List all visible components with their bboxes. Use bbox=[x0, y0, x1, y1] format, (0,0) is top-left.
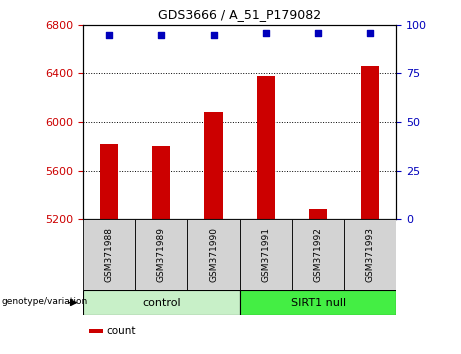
Bar bbox=[292, 219, 344, 290]
Bar bbox=[240, 219, 292, 290]
Text: GSM371988: GSM371988 bbox=[105, 227, 113, 282]
Text: GSM371992: GSM371992 bbox=[313, 227, 323, 282]
Bar bbox=[257, 76, 275, 219]
Text: GSM371991: GSM371991 bbox=[261, 227, 270, 282]
Bar bbox=[83, 290, 240, 315]
Text: count: count bbox=[107, 326, 136, 336]
Text: genotype/variation: genotype/variation bbox=[2, 297, 88, 306]
Point bbox=[262, 30, 270, 35]
Bar bbox=[361, 66, 379, 219]
Bar bbox=[309, 209, 327, 219]
Bar bbox=[188, 219, 240, 290]
Bar bbox=[83, 219, 135, 290]
Bar bbox=[135, 219, 188, 290]
Text: SIRT1 null: SIRT1 null bbox=[290, 298, 346, 308]
Point bbox=[106, 32, 113, 37]
Text: GSM371993: GSM371993 bbox=[366, 227, 375, 282]
Title: GDS3666 / A_51_P179082: GDS3666 / A_51_P179082 bbox=[158, 8, 321, 21]
Point bbox=[366, 30, 374, 35]
Point bbox=[158, 32, 165, 37]
Bar bbox=[89, 329, 103, 333]
Bar bbox=[344, 219, 396, 290]
Text: GSM371990: GSM371990 bbox=[209, 227, 218, 282]
Text: control: control bbox=[142, 298, 181, 308]
Bar bbox=[100, 144, 118, 219]
Text: GSM371989: GSM371989 bbox=[157, 227, 166, 282]
Bar bbox=[240, 290, 396, 315]
Point bbox=[210, 32, 217, 37]
Point bbox=[314, 30, 322, 35]
Bar bbox=[152, 147, 171, 219]
Bar bbox=[204, 113, 223, 219]
